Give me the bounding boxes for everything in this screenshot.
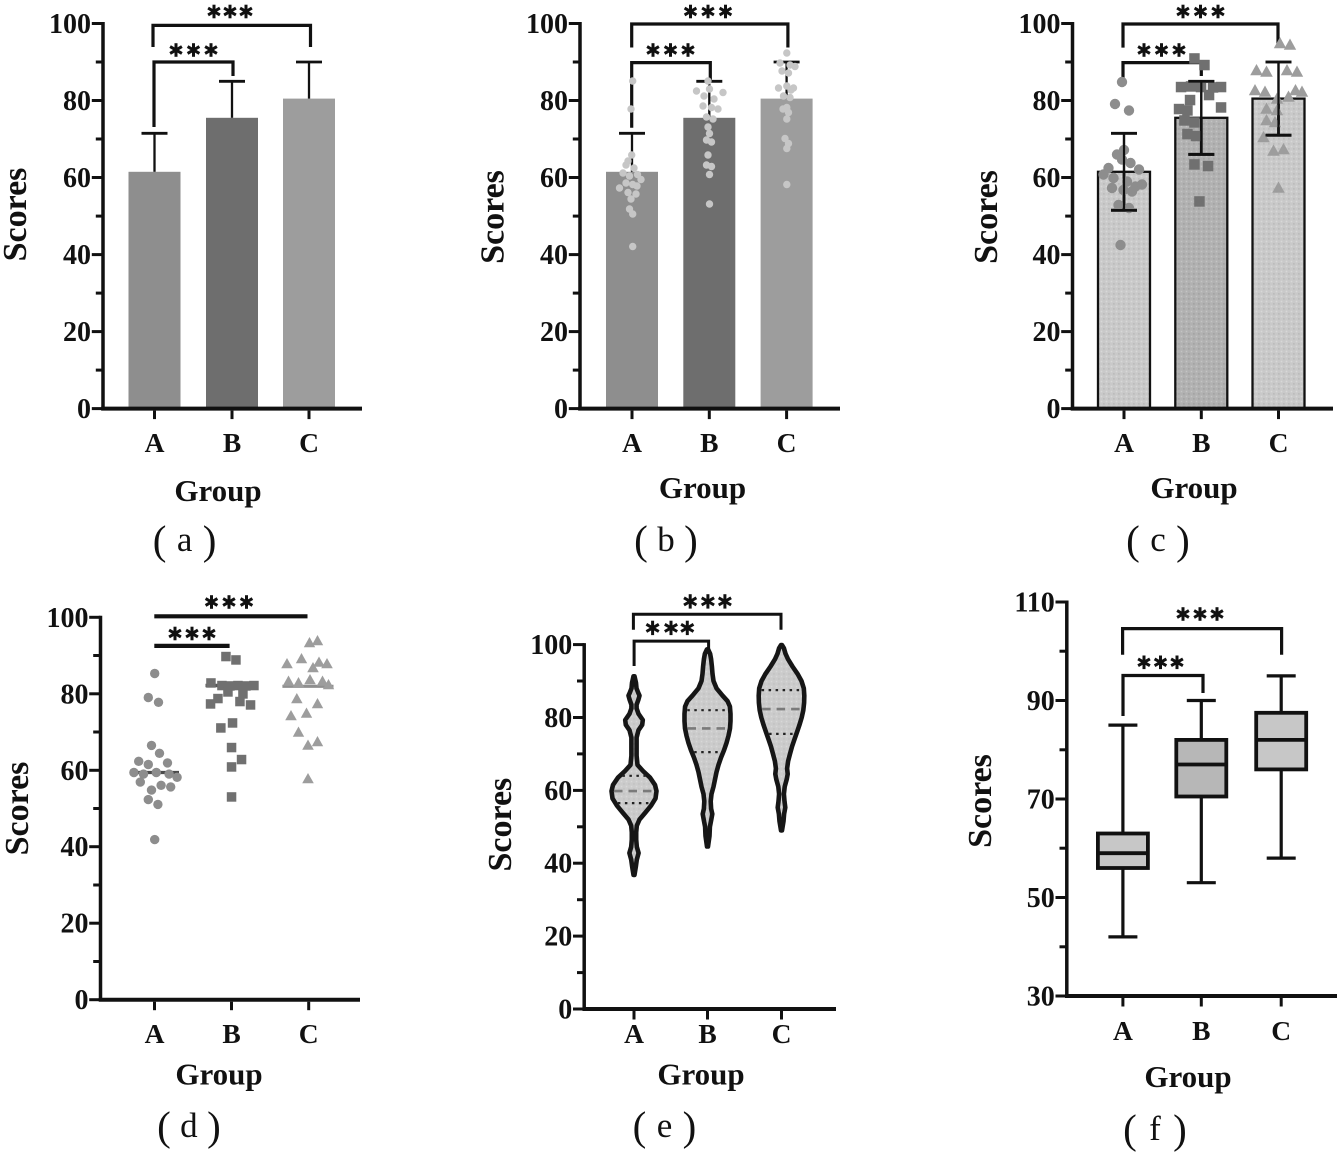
svg-text:A: A — [624, 1018, 644, 1049]
svg-text:60: 60 — [63, 163, 91, 194]
svg-text:80: 80 — [540, 86, 568, 117]
svg-text:B: B — [700, 427, 718, 458]
svg-text:): ) — [1173, 1106, 1187, 1152]
svg-text:B: B — [698, 1018, 716, 1049]
svg-text:50: 50 — [1027, 883, 1055, 914]
svg-text:40: 40 — [61, 832, 89, 863]
svg-text:40: 40 — [63, 240, 91, 271]
svg-text:30: 30 — [1027, 982, 1055, 1013]
svg-text:Scores: Scores — [962, 754, 999, 848]
svg-text:0: 0 — [77, 394, 91, 425]
svg-text:80: 80 — [61, 679, 89, 710]
svg-text:(: ( — [153, 517, 167, 563]
svg-text:): ) — [207, 1103, 221, 1149]
svg-text:40: 40 — [1033, 240, 1061, 271]
svg-text:A: A — [1114, 427, 1134, 458]
svg-text:0: 0 — [558, 995, 572, 1026]
svg-text:A: A — [622, 427, 642, 458]
svg-text:(: ( — [633, 1103, 647, 1149]
svg-text:Group: Group — [175, 1057, 262, 1092]
svg-text:B: B — [1192, 1015, 1210, 1046]
svg-text:80: 80 — [63, 86, 91, 117]
svg-text:): ) — [684, 517, 698, 563]
svg-text:40: 40 — [540, 240, 568, 271]
svg-text:0: 0 — [1047, 394, 1061, 425]
svg-text:(: ( — [1126, 517, 1140, 563]
svg-text:70: 70 — [1027, 785, 1055, 816]
svg-text:60: 60 — [61, 756, 89, 787]
svg-text:c: c — [1150, 520, 1166, 559]
svg-text:Group: Group — [174, 473, 261, 508]
svg-text:Scores: Scores — [0, 168, 34, 262]
svg-text:110: 110 — [1014, 588, 1054, 619]
svg-text:A: A — [145, 427, 165, 458]
svg-text:20: 20 — [61, 909, 89, 940]
svg-text:80: 80 — [544, 703, 572, 734]
svg-text:20: 20 — [1033, 317, 1061, 348]
svg-text:90: 90 — [1027, 686, 1055, 717]
svg-text:0: 0 — [554, 394, 568, 425]
svg-text:(: ( — [634, 517, 648, 563]
svg-text:): ) — [683, 1103, 697, 1149]
svg-text:C: C — [772, 1018, 792, 1049]
svg-text:C: C — [299, 1018, 319, 1049]
svg-text:60: 60 — [540, 163, 568, 194]
svg-text:20: 20 — [544, 922, 572, 953]
svg-text:Group: Group — [659, 470, 746, 505]
svg-text:a: a — [177, 520, 193, 559]
svg-text:Scores: Scores — [0, 762, 36, 856]
svg-text:C: C — [1271, 1015, 1291, 1046]
svg-text:A: A — [1113, 1015, 1133, 1046]
svg-text:): ) — [1176, 517, 1190, 563]
svg-text:(: ( — [157, 1103, 171, 1149]
svg-text:100: 100 — [530, 630, 572, 661]
svg-text:C: C — [1269, 427, 1289, 458]
svg-text:Group: Group — [1144, 1059, 1231, 1094]
svg-text:100: 100 — [526, 9, 568, 40]
svg-text:0: 0 — [75, 985, 89, 1016]
svg-text:60: 60 — [1033, 163, 1061, 194]
svg-text:20: 20 — [63, 317, 91, 348]
svg-text:(: ( — [1123, 1106, 1137, 1152]
svg-text:40: 40 — [544, 849, 572, 880]
svg-text:B: B — [1192, 427, 1210, 458]
svg-text:20: 20 — [540, 317, 568, 348]
svg-text:e: e — [657, 1106, 673, 1145]
svg-text:Scores: Scores — [475, 170, 512, 264]
svg-text:100: 100 — [1019, 9, 1061, 40]
svg-text:A: A — [145, 1018, 165, 1049]
svg-text:C: C — [777, 427, 797, 458]
svg-text:Scores: Scores — [968, 170, 1005, 264]
svg-text:B: B — [223, 427, 241, 458]
svg-text:B: B — [222, 1018, 240, 1049]
svg-text:C: C — [299, 427, 319, 458]
svg-text:Scores: Scores — [482, 778, 519, 872]
svg-text:100: 100 — [49, 9, 91, 40]
svg-text:b: b — [657, 520, 675, 559]
svg-text:): ) — [203, 517, 217, 563]
svg-text:d: d — [180, 1106, 198, 1145]
svg-text:60: 60 — [544, 776, 572, 807]
svg-text:f: f — [1149, 1109, 1161, 1148]
svg-text:Group: Group — [1150, 470, 1237, 505]
svg-text:Group: Group — [657, 1057, 744, 1092]
svg-text:80: 80 — [1033, 86, 1061, 117]
svg-text:100: 100 — [47, 603, 89, 634]
